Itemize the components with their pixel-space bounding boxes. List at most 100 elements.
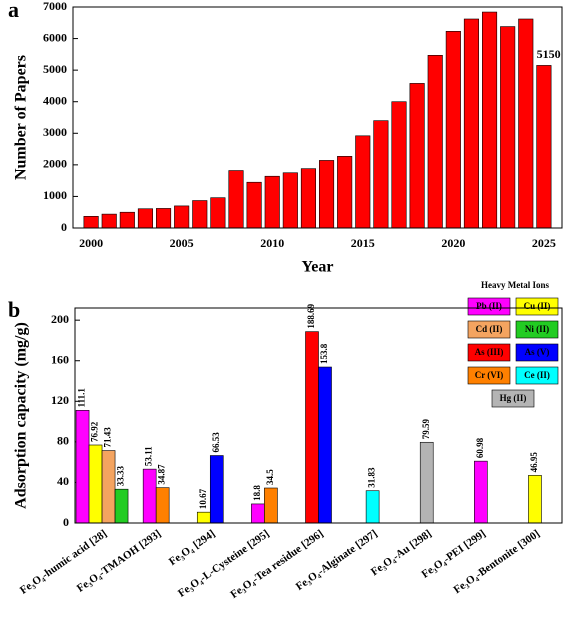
bar xyxy=(155,487,170,524)
legend-label: Ni (II) xyxy=(525,324,549,334)
y-tick-label: 80 xyxy=(57,434,69,448)
y-tick-label: 0 xyxy=(63,515,69,529)
bar xyxy=(463,18,479,229)
bar xyxy=(355,135,371,229)
bar xyxy=(137,208,153,229)
bar xyxy=(536,65,552,229)
y-tick-label: 3000 xyxy=(43,125,67,139)
bar xyxy=(156,208,172,229)
x-tick-label: Fe₃O₄ [294] xyxy=(167,528,218,568)
legend-swatch xyxy=(515,343,559,362)
bar xyxy=(209,455,224,524)
bar xyxy=(251,503,265,524)
value-label: 31.83 xyxy=(367,467,377,488)
legend-swatch xyxy=(467,320,511,339)
value-label: 66.53 xyxy=(211,432,221,453)
bar xyxy=(282,172,298,229)
bar xyxy=(75,410,90,524)
bar xyxy=(409,83,425,229)
legend-title: Heavy Metal Ions xyxy=(481,280,549,290)
value-label: 5150 xyxy=(537,47,561,61)
value-label: 34.5 xyxy=(265,469,275,485)
value-label: 10.67 xyxy=(198,488,208,509)
y-tick-label: 4000 xyxy=(43,93,67,107)
panel-label: a xyxy=(8,0,19,22)
value-label: 79.59 xyxy=(421,419,431,440)
bar xyxy=(319,160,335,229)
bar xyxy=(174,205,190,229)
bar xyxy=(192,200,208,229)
value-label: 71.43 xyxy=(103,427,113,448)
panel-label: b xyxy=(8,297,20,322)
y-axis-label: Number of Papers xyxy=(13,55,30,180)
value-label: 188.69 xyxy=(306,303,316,328)
y-tick-label: 40 xyxy=(57,474,69,488)
y-tick-label: 1000 xyxy=(43,188,67,202)
bar xyxy=(500,26,516,229)
bar xyxy=(196,511,211,524)
legend-swatch xyxy=(515,366,559,385)
x-tick-label: 2010 xyxy=(260,236,284,250)
y-tick-label: 7000 xyxy=(43,0,67,13)
plot-frame xyxy=(74,307,563,524)
value-label: 53.11 xyxy=(144,446,154,466)
legend-label: Pb (II) xyxy=(476,301,502,311)
bar xyxy=(300,168,316,229)
bar xyxy=(391,101,407,229)
bar xyxy=(427,55,443,229)
bar xyxy=(305,331,319,524)
value-label: 46.95 xyxy=(529,452,539,473)
x-tick-label: 2025 xyxy=(532,236,556,250)
legend-label: Cd (II) xyxy=(476,324,503,334)
x-tick-label: 2015 xyxy=(351,236,375,250)
y-tick-label: 2000 xyxy=(43,157,67,171)
bar xyxy=(246,181,262,229)
legend-swatch xyxy=(515,320,559,339)
x-tick-label: 2000 xyxy=(79,236,103,250)
bar xyxy=(365,490,380,524)
legend-label: As (V) xyxy=(525,347,550,357)
bar xyxy=(264,175,280,229)
bar xyxy=(518,18,534,229)
bar xyxy=(88,444,103,524)
x-axis-label: Year xyxy=(302,259,334,276)
legend-swatch xyxy=(491,389,535,408)
legend-label: Ce (II) xyxy=(524,370,550,380)
bar xyxy=(228,170,244,229)
bar xyxy=(318,366,332,524)
bar xyxy=(337,156,353,229)
value-label: 153.8 xyxy=(319,343,329,364)
bar xyxy=(101,213,117,229)
legend-label: Hg (II) xyxy=(500,393,527,403)
legend-label: As (III) xyxy=(475,347,504,357)
y-tick-label: 5000 xyxy=(43,62,67,76)
bar xyxy=(419,441,434,524)
legend-label: Cr (VI) xyxy=(475,370,504,380)
bar xyxy=(119,211,135,229)
bar xyxy=(482,11,498,229)
value-label: 111.1 xyxy=(77,388,87,408)
x-tick-label: Fe₃O₄-humic acid [28] xyxy=(18,528,109,597)
y-tick-label: 6000 xyxy=(43,30,67,44)
bar xyxy=(142,468,157,524)
legend-label: Cu (II) xyxy=(524,301,551,311)
x-tick-label: Fe₃O₄-L-Cysteine [295] xyxy=(176,528,272,600)
value-label: 76.92 xyxy=(90,421,100,442)
bar xyxy=(83,216,99,229)
value-label: 18.8 xyxy=(252,485,262,501)
x-tick-label: 2020 xyxy=(441,236,465,250)
y-tick-label: 160 xyxy=(51,352,69,366)
bar xyxy=(114,488,129,524)
bar xyxy=(264,487,278,524)
legend-swatch xyxy=(515,297,559,316)
bar xyxy=(474,460,488,524)
legend-swatch xyxy=(467,343,511,362)
legend-swatch xyxy=(467,297,511,316)
plot-frame xyxy=(72,6,563,229)
bar xyxy=(445,31,461,229)
bar xyxy=(101,450,116,524)
value-label: 34.87 xyxy=(157,464,167,485)
value-label: 33.33 xyxy=(116,465,126,486)
